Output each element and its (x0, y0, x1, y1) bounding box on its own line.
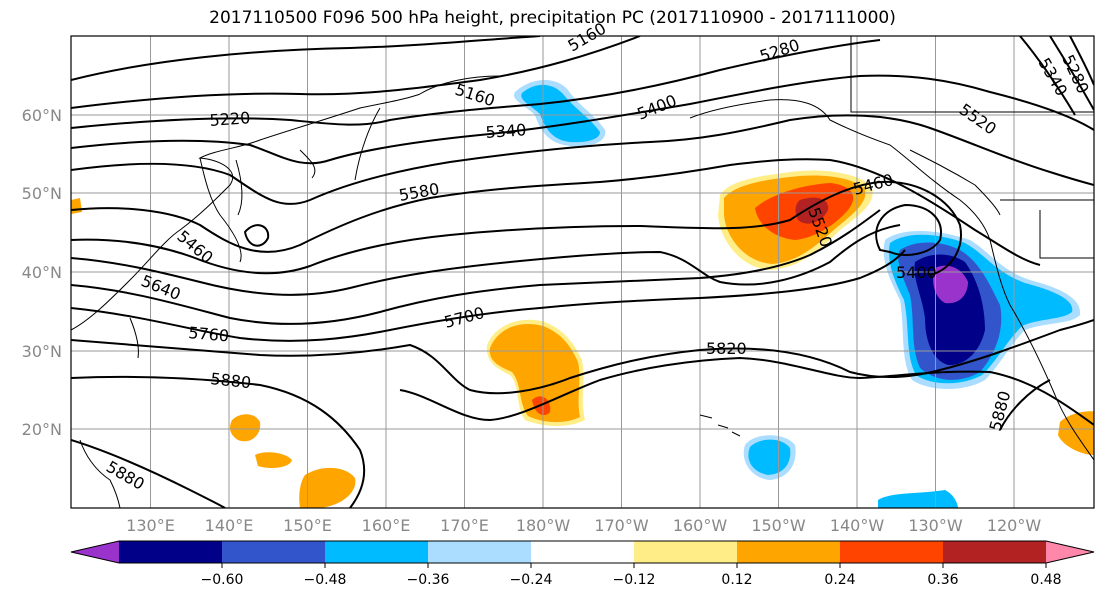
colorbar-extend-min (71, 541, 119, 563)
lat-label: 20°N (22, 420, 62, 439)
lon-label: 160°W (673, 516, 728, 535)
contour-label: 5400 (896, 263, 937, 282)
lon-label: 170°W (594, 516, 649, 535)
colorbar-extend-max (1046, 541, 1094, 563)
lat-label: 50°N (22, 184, 62, 203)
contour-label: 5520 (956, 100, 1000, 139)
colorbar-tick-label: −0.12 (613, 572, 656, 588)
longitude-labels: 130°E 140°E 150°E 160°E 170°E 180°W 170°… (126, 516, 1041, 535)
lon-label: 150°E (283, 516, 332, 535)
colorbar-segment (634, 541, 738, 563)
lon-label: 140°W (830, 516, 885, 535)
contour-label: 5280 (757, 35, 802, 66)
colorbar-segment (325, 541, 429, 563)
contour-label: 5880 (103, 457, 148, 494)
lon-label: 120°W (987, 516, 1042, 535)
colorbar-tick-label: 0.12 (721, 572, 752, 588)
contour-label: 5460 (851, 170, 895, 199)
lon-label: 150°W (751, 516, 806, 535)
colorbar-segment (943, 541, 1047, 563)
lon-label: 180°W (516, 516, 571, 535)
contour-label: 5160 (453, 80, 498, 111)
map-frame (70, 35, 1095, 509)
colorbar-outline (70, 540, 1095, 564)
colorbar-segment (428, 541, 532, 563)
colorbar: −0.60 −0.48 −0.36 −0.24 −0.12 0.12 0.24 0.36 0.4… (70, 540, 1095, 588)
map-title: 2017110500 F096 500 hPa height, precipit… (209, 8, 896, 28)
contour-label: 5880 (986, 389, 1015, 433)
colorbar-segment (737, 541, 841, 563)
contour-label: 5820 (706, 339, 747, 358)
colorbar-tick-label: −0.48 (304, 572, 347, 588)
colorbar-segment (531, 541, 635, 563)
lon-label: 140°E (205, 516, 254, 535)
colorbar-segment (119, 541, 223, 563)
lat-label: 60°N (22, 106, 62, 125)
colorbar-segment (222, 541, 326, 563)
contour-label: 5760 (188, 323, 230, 345)
colorbar-tick-label: 0.48 (1030, 572, 1061, 588)
coastlines (71, 36, 1094, 508)
lon-label: 130°W (908, 516, 963, 535)
lon-label: 160°E (362, 516, 411, 535)
colorbar-tick-label: −0.60 (201, 572, 244, 588)
lon-label: 130°E (126, 516, 175, 535)
lon-label: 170°E (440, 516, 489, 535)
lat-label: 30°N (22, 342, 62, 361)
colorbar-segment (840, 541, 944, 563)
latitude-labels: 20°N 30°N 40°N 50°N 60°N (22, 106, 62, 439)
contour-label: 5340 (485, 120, 527, 142)
contour-label: 5880 (210, 369, 252, 392)
colorbar-tick-label: 0.24 (824, 572, 855, 588)
precip-shading (71, 80, 1094, 508)
colorbar-tick-label: −0.36 (407, 572, 450, 588)
colorbar-tick-label: −0.24 (510, 572, 553, 588)
contour-label: 5400 (634, 91, 679, 124)
contour-label: 5580 (397, 179, 440, 205)
lat-label: 40°N (22, 263, 62, 282)
contour-label: 5220 (209, 108, 251, 130)
colorbar-tick-label: 0.36 (927, 572, 958, 588)
height-contours (71, 36, 1094, 508)
